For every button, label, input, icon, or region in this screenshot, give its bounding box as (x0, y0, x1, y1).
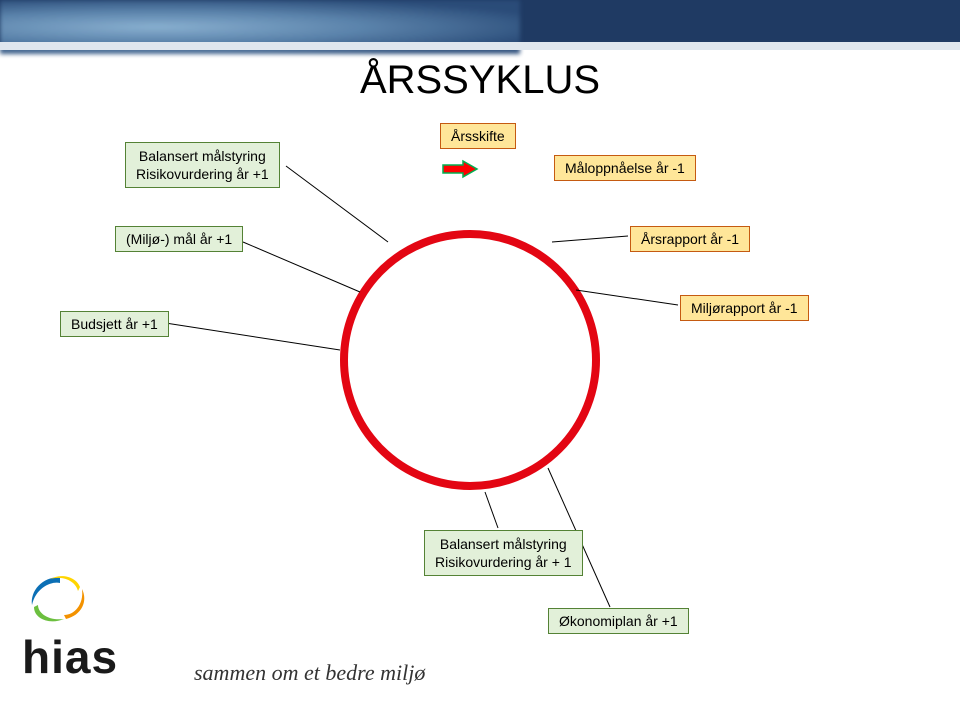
box-arsskifte: Årsskifte (440, 123, 516, 149)
box-maloppnaelse: Måloppnåelse år -1 (554, 155, 696, 181)
box-arsrapport: Årsrapport år -1 (630, 226, 750, 252)
label-line2: Risikovurdering år +1 (136, 166, 269, 182)
tagline: sammen om et bedre miljø (194, 660, 425, 686)
logo-swirl-icon (22, 569, 98, 625)
cycle-ring (340, 230, 600, 490)
label: Økonomiplan år +1 (559, 613, 678, 629)
brand-logo: hias (22, 569, 162, 684)
cycle-arrow-icon (440, 158, 480, 180)
header-band (0, 0, 960, 54)
box-balansert-top: Balansert målstyring Risikovurdering år … (125, 142, 280, 188)
label-line1: Balansert målstyring (440, 536, 567, 552)
label: (Miljø-) mål år +1 (126, 231, 232, 247)
box-miljomaal: (Miljø-) mål år +1 (115, 226, 243, 252)
box-okonomiplan: Økonomiplan år +1 (548, 608, 689, 634)
label-line2: Risikovurdering år + 1 (435, 554, 572, 570)
label: Årsrapport år -1 (641, 231, 739, 247)
label: Årsskifte (451, 128, 505, 144)
label-line1: Balansert målstyring (139, 148, 266, 164)
label: Måloppnåelse år -1 (565, 160, 685, 176)
page-title: ÅRSSYKLUS (0, 58, 960, 103)
label: Budsjett år +1 (71, 316, 158, 332)
box-balansert-bottom: Balansert målstyring Risikovurdering år … (424, 530, 583, 576)
label: Miljørapport år -1 (691, 300, 798, 316)
box-miljorapport: Miljørapport år -1 (680, 295, 809, 321)
header-light-strip (0, 42, 960, 50)
logo-text: hias (22, 630, 162, 684)
box-budsjett: Budsjett år +1 (60, 311, 169, 337)
